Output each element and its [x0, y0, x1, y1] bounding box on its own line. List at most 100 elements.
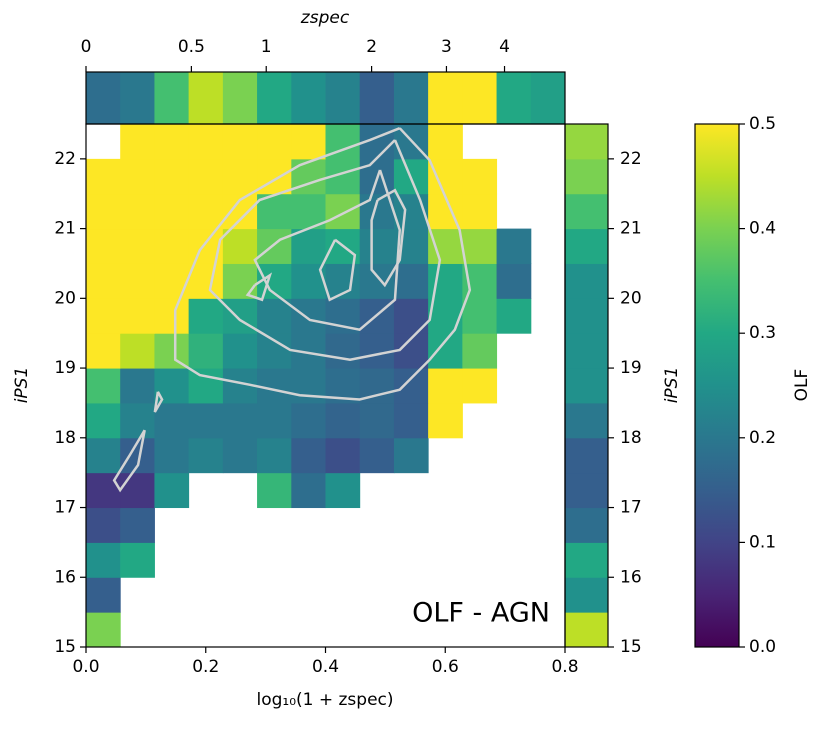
top-strip-cell [257, 72, 292, 124]
heatmap-cell [120, 228, 155, 264]
heatmap-cell [496, 263, 532, 299]
top-tick-label: 0.5 [178, 37, 205, 57]
heatmap-cell [222, 263, 258, 299]
top-axis-label: zspec [300, 8, 350, 28]
heatmap-cell [222, 333, 258, 369]
heatmap-cell [86, 158, 121, 195]
top-strip-cell [462, 72, 498, 124]
top-tick-label: 4 [499, 37, 510, 57]
heatmap-cell [462, 333, 498, 369]
right-strip-cell [565, 124, 608, 160]
right-strip-cell [565, 333, 608, 369]
heatmap-cell [462, 193, 498, 230]
heatmap-cell [325, 402, 361, 439]
right-strip-cell [565, 228, 608, 264]
heatmap-cell [325, 333, 361, 369]
heatmap-cell [86, 507, 121, 543]
right-strip-cell [565, 472, 608, 509]
top-strip-cell [291, 72, 326, 124]
contour [370, 188, 407, 288]
top-strip-cell [222, 72, 258, 124]
contour [253, 169, 402, 332]
colorbar-tick-label: 0.1 [749, 532, 776, 552]
heatmap-cell [393, 263, 429, 299]
heatmap-cell [462, 228, 498, 264]
heatmap-cell [257, 402, 292, 439]
heatmap-cell [496, 298, 532, 334]
right-strip-cell [565, 368, 608, 404]
contour [208, 139, 442, 361]
x-tick-label: 0.2 [192, 657, 219, 677]
heatmap-cell [291, 228, 326, 264]
contour [153, 391, 164, 413]
contour [318, 238, 357, 302]
heatmap-cell [222, 228, 258, 264]
right-axis-label: iPS1 [662, 367, 682, 404]
right-tick-label: 21 [620, 219, 642, 239]
right-strip-cell [565, 542, 608, 578]
right-tick-label: 16 [620, 567, 642, 587]
heatmap-cell [154, 472, 190, 509]
top-strip-cell [86, 72, 121, 124]
heatmap-cell [120, 507, 155, 543]
right-strip-cell [565, 263, 608, 299]
y-tick-label: 20 [54, 288, 76, 308]
x-axis-label: log₁₀(1 + zspec) [256, 690, 393, 710]
right-tick-label: 17 [620, 498, 642, 518]
heatmap-cell [120, 158, 155, 195]
heatmap-cell [325, 193, 361, 230]
heatmap-cell [257, 124, 292, 160]
heatmap-cell [222, 158, 258, 195]
top-tick-label: 1 [261, 37, 272, 57]
heatmap-cell [359, 402, 395, 439]
top-strip-cell [359, 72, 395, 124]
heatmap-cell [462, 158, 498, 195]
heatmap-cell [86, 368, 121, 404]
heatmap-cell [86, 612, 121, 648]
top-tick-label: 3 [441, 37, 452, 57]
heatmap-cell [393, 368, 429, 404]
right-strip-frame [564, 123, 609, 648]
heatmap-cell [257, 158, 292, 195]
colorbar-label: OLF [792, 369, 812, 402]
y-tick-label: 21 [54, 219, 76, 239]
heatmap-cell [428, 158, 463, 195]
heatmap-cell [291, 298, 326, 334]
heatmap-cell [291, 402, 326, 439]
top-strip-cell [188, 72, 224, 124]
heatmap-cell [291, 124, 326, 160]
heatmap-cell [154, 158, 190, 195]
heatmap-cell [291, 368, 326, 404]
heatmap-cell [154, 333, 190, 369]
heatmap-cell [86, 193, 121, 230]
heatmap-cell [188, 193, 224, 230]
annotation: OLF - AGN [412, 598, 550, 629]
y-tick-label: 18 [54, 428, 76, 448]
heatmap-cell [257, 437, 292, 474]
colorbar-tick-label: 0.5 [749, 114, 776, 134]
heatmap-cell [257, 228, 292, 264]
top-tick-label: 0 [81, 37, 92, 57]
right-strip-cell [565, 612, 608, 648]
heatmap-cell [154, 263, 190, 299]
heatmap-cell [257, 298, 292, 334]
heatmap-cell [393, 437, 429, 474]
heatmap-cell [393, 298, 429, 334]
right-tick-label: 22 [620, 149, 642, 169]
heatmap-cell [496, 228, 532, 264]
top-strip-cell [154, 72, 190, 124]
y-axis-label: iPS1 [12, 367, 32, 404]
heatmap-cell [428, 333, 463, 369]
heatmap-cell [291, 472, 326, 509]
y-tick-label: 22 [54, 149, 76, 169]
colorbar-tick-label: 0.4 [749, 219, 776, 239]
top-strip-cell [530, 72, 566, 124]
x-tick-label: 0.6 [432, 657, 459, 677]
colorbar [694, 123, 740, 648]
contour [112, 429, 146, 493]
heatmap-cell [188, 402, 224, 439]
heatmap-cell [428, 402, 463, 439]
heatmap-cell [188, 263, 224, 299]
heatmap-cell [154, 298, 190, 334]
top-tick-label: 2 [366, 37, 377, 57]
